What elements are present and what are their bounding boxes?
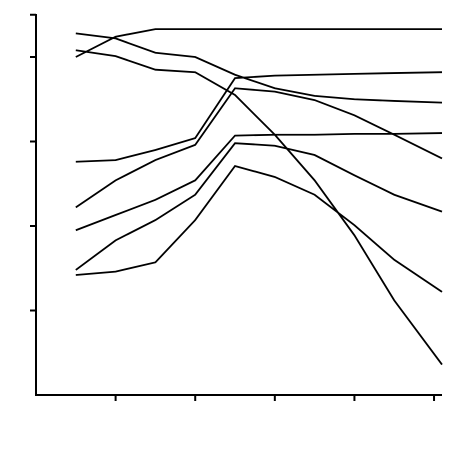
- series-line: [75, 87, 443, 209]
- series-line: [75, 32, 443, 104]
- series-line: [75, 132, 443, 232]
- series-line: [75, 142, 443, 271]
- series-line: [75, 28, 442, 58]
- series-line: [75, 71, 443, 163]
- series-line: [75, 164, 443, 293]
- series-line: [75, 49, 443, 366]
